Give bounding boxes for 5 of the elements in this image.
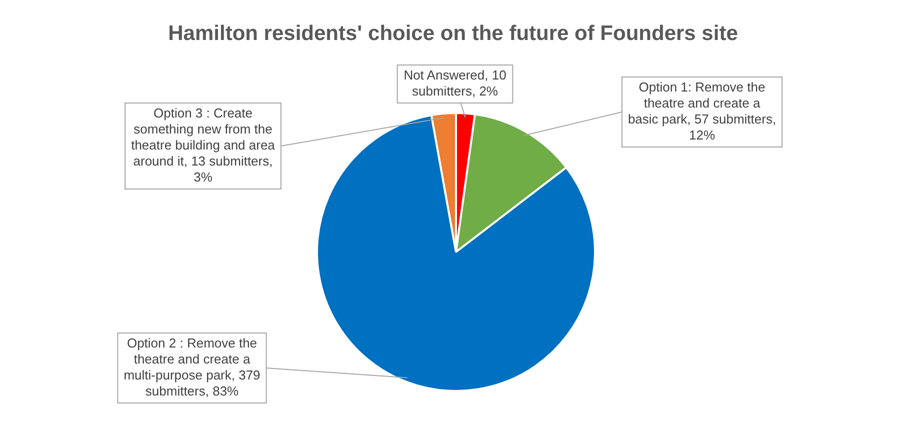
- slice-label: Option 3 : Create something new from the theatre building and area around it, 13 submitters, 3%: [131, 106, 276, 185]
- chart-title: Hamilton residents' choice on the future of Founders site: [168, 22, 738, 45]
- slice-label: Option 2 : Remove the theatre and create a multi-purpose park, 379 submitters, 83%: [124, 336, 260, 399]
- slice-label: Option 1: Remove the theatre and create a basic park, 57 submitters, 12%: [628, 80, 776, 143]
- slice-label: Not Answered, 10 submitters, 2%: [404, 68, 506, 99]
